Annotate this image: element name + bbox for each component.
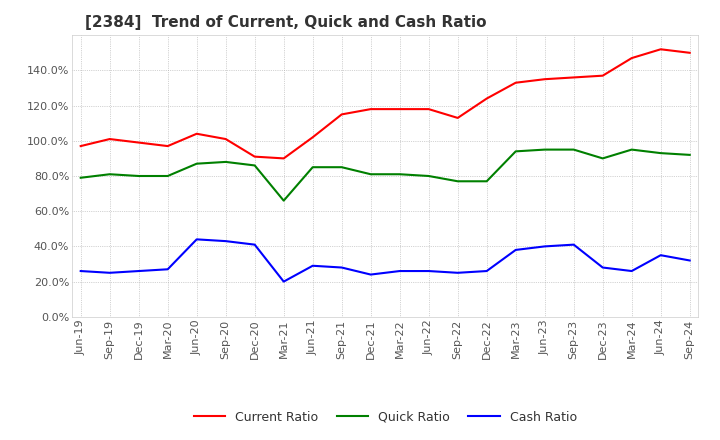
Quick Ratio: [163, 173, 172, 179]
Cash Ratio: [395, 268, 404, 274]
Current Ratio: [163, 143, 172, 149]
Quick Ratio: [366, 172, 375, 177]
Current Ratio: [76, 143, 85, 149]
Cash Ratio: [279, 279, 288, 284]
Cash Ratio: [308, 263, 317, 268]
Quick Ratio: [221, 159, 230, 165]
Quick Ratio: [395, 172, 404, 177]
Cash Ratio: [135, 268, 143, 274]
Quick Ratio: [657, 150, 665, 156]
Current Ratio: [627, 55, 636, 61]
Current Ratio: [192, 131, 201, 136]
Quick Ratio: [598, 156, 607, 161]
Current Ratio: [105, 136, 114, 142]
Quick Ratio: [105, 172, 114, 177]
Text: [2384]  Trend of Current, Quick and Cash Ratio: [2384] Trend of Current, Quick and Cash …: [84, 15, 486, 30]
Quick Ratio: [685, 152, 694, 158]
Cash Ratio: [163, 267, 172, 272]
Cash Ratio: [192, 237, 201, 242]
Cash Ratio: [657, 253, 665, 258]
Cash Ratio: [366, 272, 375, 277]
Cash Ratio: [251, 242, 259, 247]
Current Ratio: [482, 96, 491, 101]
Legend: Current Ratio, Quick Ratio, Cash Ratio: Current Ratio, Quick Ratio, Cash Ratio: [189, 406, 582, 429]
Cash Ratio: [482, 268, 491, 274]
Current Ratio: [454, 115, 462, 121]
Quick Ratio: [570, 147, 578, 152]
Quick Ratio: [135, 173, 143, 179]
Quick Ratio: [482, 179, 491, 184]
Quick Ratio: [279, 198, 288, 203]
Cash Ratio: [627, 268, 636, 274]
Current Ratio: [338, 112, 346, 117]
Current Ratio: [251, 154, 259, 159]
Current Ratio: [395, 106, 404, 112]
Cash Ratio: [685, 258, 694, 263]
Cash Ratio: [511, 247, 520, 253]
Quick Ratio: [511, 149, 520, 154]
Current Ratio: [135, 140, 143, 145]
Cash Ratio: [221, 238, 230, 244]
Cash Ratio: [105, 270, 114, 275]
Cash Ratio: [541, 244, 549, 249]
Current Ratio: [511, 80, 520, 85]
Quick Ratio: [541, 147, 549, 152]
Quick Ratio: [454, 179, 462, 184]
Line: Cash Ratio: Cash Ratio: [81, 239, 690, 282]
Cash Ratio: [454, 270, 462, 275]
Cash Ratio: [598, 265, 607, 270]
Line: Current Ratio: Current Ratio: [81, 49, 690, 158]
Current Ratio: [541, 77, 549, 82]
Cash Ratio: [338, 265, 346, 270]
Quick Ratio: [251, 163, 259, 168]
Current Ratio: [657, 47, 665, 52]
Current Ratio: [221, 136, 230, 142]
Cash Ratio: [570, 242, 578, 247]
Cash Ratio: [76, 268, 85, 274]
Current Ratio: [598, 73, 607, 78]
Current Ratio: [279, 156, 288, 161]
Quick Ratio: [424, 173, 433, 179]
Quick Ratio: [76, 175, 85, 180]
Cash Ratio: [424, 268, 433, 274]
Quick Ratio: [192, 161, 201, 166]
Quick Ratio: [308, 165, 317, 170]
Line: Quick Ratio: Quick Ratio: [81, 150, 690, 201]
Current Ratio: [424, 106, 433, 112]
Current Ratio: [685, 50, 694, 55]
Current Ratio: [570, 75, 578, 80]
Current Ratio: [308, 135, 317, 140]
Quick Ratio: [338, 165, 346, 170]
Quick Ratio: [627, 147, 636, 152]
Current Ratio: [366, 106, 375, 112]
